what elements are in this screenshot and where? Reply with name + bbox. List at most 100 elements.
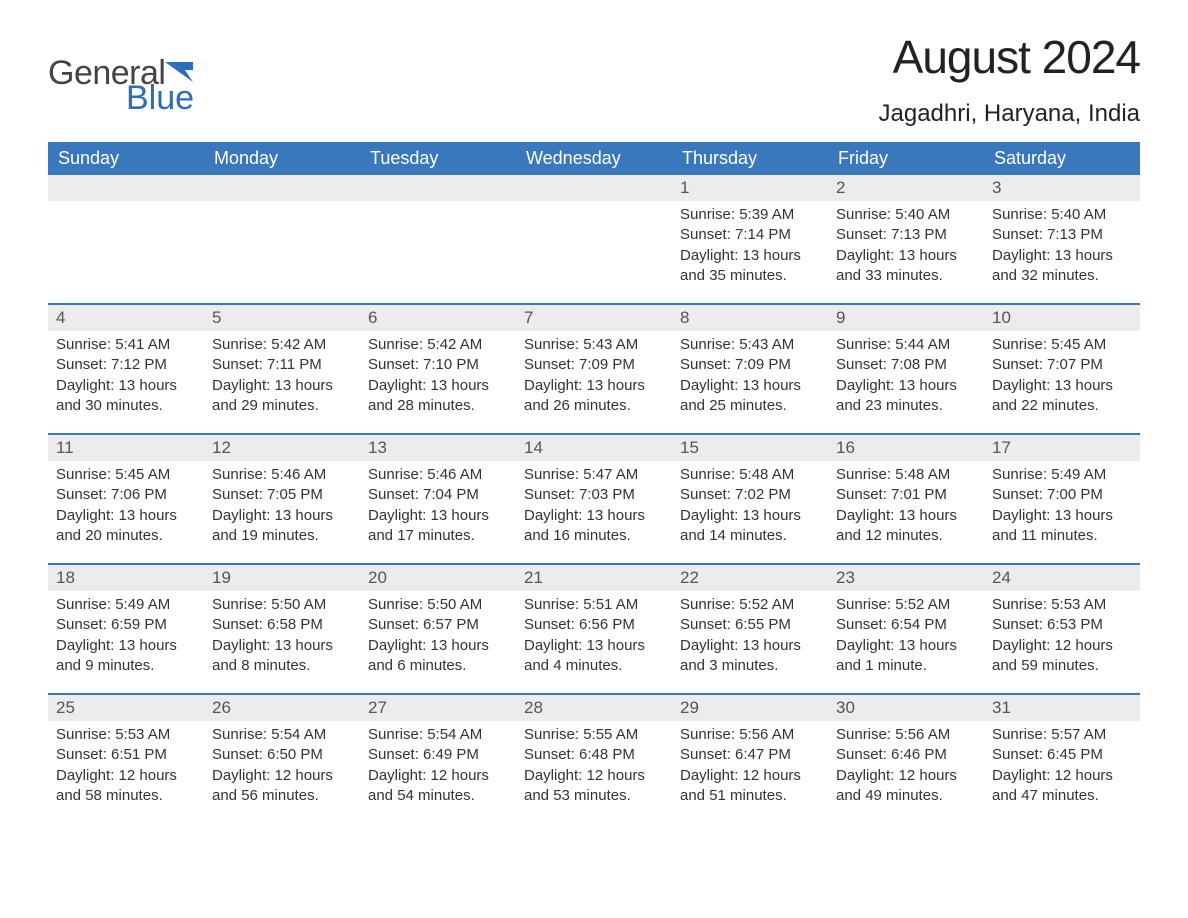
day-cell: 1Sunrise: 5:39 AMSunset: 7:14 PMDaylight… (672, 175, 828, 303)
day-cell (204, 175, 360, 303)
sunset-line: Sunset: 6:53 PM (992, 615, 1132, 635)
day-body: Sunrise: 5:49 AMSunset: 7:00 PMDaylight:… (984, 461, 1140, 552)
sunset-line: Sunset: 7:04 PM (368, 485, 508, 505)
day-cell: 13Sunrise: 5:46 AMSunset: 7:04 PMDayligh… (360, 435, 516, 563)
sunset-line: Sunset: 7:13 PM (836, 225, 976, 245)
day-number: 7 (516, 305, 672, 331)
day-number: 5 (204, 305, 360, 331)
daylight-line: Daylight: 13 hours and 22 minutes. (992, 376, 1132, 417)
day-number: 15 (672, 435, 828, 461)
sunset-line: Sunset: 6:51 PM (56, 745, 196, 765)
empty-day-bar (204, 175, 360, 201)
day-body: Sunrise: 5:48 AMSunset: 7:01 PMDaylight:… (828, 461, 984, 552)
sunset-line: Sunset: 6:57 PM (368, 615, 508, 635)
sunrise-line: Sunrise: 5:44 AM (836, 335, 976, 355)
sunrise-line: Sunrise: 5:48 AM (680, 465, 820, 485)
dow-cell: Saturday (984, 142, 1140, 175)
day-cell (516, 175, 672, 303)
sunrise-line: Sunrise: 5:54 AM (368, 725, 508, 745)
daylight-line: Daylight: 13 hours and 4 minutes. (524, 636, 664, 677)
day-body: Sunrise: 5:41 AMSunset: 7:12 PMDaylight:… (48, 331, 204, 422)
daylight-line: Daylight: 13 hours and 16 minutes. (524, 506, 664, 547)
empty-day-bar (360, 175, 516, 201)
daylight-line: Daylight: 13 hours and 30 minutes. (56, 376, 196, 417)
daylight-line: Daylight: 13 hours and 19 minutes. (212, 506, 352, 547)
day-cell: 21Sunrise: 5:51 AMSunset: 6:56 PMDayligh… (516, 565, 672, 693)
sunset-line: Sunset: 7:07 PM (992, 355, 1132, 375)
day-cell: 19Sunrise: 5:50 AMSunset: 6:58 PMDayligh… (204, 565, 360, 693)
daylight-line: Daylight: 13 hours and 35 minutes. (680, 246, 820, 287)
day-body: Sunrise: 5:56 AMSunset: 6:47 PMDaylight:… (672, 721, 828, 812)
sunrise-line: Sunrise: 5:42 AM (368, 335, 508, 355)
sunrise-line: Sunrise: 5:56 AM (836, 725, 976, 745)
month-title: August 2024 (879, 30, 1141, 84)
day-body: Sunrise: 5:39 AMSunset: 7:14 PMDaylight:… (672, 201, 828, 292)
day-number: 26 (204, 695, 360, 721)
day-number: 10 (984, 305, 1140, 331)
day-cell: 25Sunrise: 5:53 AMSunset: 6:51 PMDayligh… (48, 695, 204, 823)
day-number: 18 (48, 565, 204, 591)
day-body: Sunrise: 5:55 AMSunset: 6:48 PMDaylight:… (516, 721, 672, 812)
day-number: 12 (204, 435, 360, 461)
sunset-line: Sunset: 7:14 PM (680, 225, 820, 245)
day-cell: 5Sunrise: 5:42 AMSunset: 7:11 PMDaylight… (204, 305, 360, 433)
sunset-line: Sunset: 6:54 PM (836, 615, 976, 635)
day-body: Sunrise: 5:53 AMSunset: 6:51 PMDaylight:… (48, 721, 204, 812)
day-number: 4 (48, 305, 204, 331)
day-number: 14 (516, 435, 672, 461)
sunset-line: Sunset: 7:13 PM (992, 225, 1132, 245)
daylight-line: Daylight: 13 hours and 11 minutes. (992, 506, 1132, 547)
dow-cell: Thursday (672, 142, 828, 175)
dow-cell: Tuesday (360, 142, 516, 175)
sunrise-line: Sunrise: 5:48 AM (836, 465, 976, 485)
day-cell: 27Sunrise: 5:54 AMSunset: 6:49 PMDayligh… (360, 695, 516, 823)
sunset-line: Sunset: 7:08 PM (836, 355, 976, 375)
day-body: Sunrise: 5:40 AMSunset: 7:13 PMDaylight:… (984, 201, 1140, 292)
day-number: 25 (48, 695, 204, 721)
daylight-line: Daylight: 13 hours and 6 minutes. (368, 636, 508, 677)
empty-day-bar (48, 175, 204, 201)
daylight-line: Daylight: 12 hours and 47 minutes. (992, 766, 1132, 807)
sunrise-line: Sunrise: 5:39 AM (680, 205, 820, 225)
day-number: 19 (204, 565, 360, 591)
sunset-line: Sunset: 7:00 PM (992, 485, 1132, 505)
day-body: Sunrise: 5:54 AMSunset: 6:50 PMDaylight:… (204, 721, 360, 812)
day-number: 23 (828, 565, 984, 591)
sunrise-line: Sunrise: 5:49 AM (992, 465, 1132, 485)
page-header: General Blue August 2024 Jagadhri, Harya… (48, 30, 1140, 128)
sunrise-line: Sunrise: 5:40 AM (836, 205, 976, 225)
logo-text-blue: Blue (126, 83, 194, 114)
sunrise-line: Sunrise: 5:50 AM (368, 595, 508, 615)
day-cell (48, 175, 204, 303)
daylight-line: Daylight: 12 hours and 53 minutes. (524, 766, 664, 807)
day-cell: 22Sunrise: 5:52 AMSunset: 6:55 PMDayligh… (672, 565, 828, 693)
sunset-line: Sunset: 6:47 PM (680, 745, 820, 765)
day-cell: 14Sunrise: 5:47 AMSunset: 7:03 PMDayligh… (516, 435, 672, 563)
day-cell: 6Sunrise: 5:42 AMSunset: 7:10 PMDaylight… (360, 305, 516, 433)
sunrise-line: Sunrise: 5:56 AM (680, 725, 820, 745)
day-cell: 10Sunrise: 5:45 AMSunset: 7:07 PMDayligh… (984, 305, 1140, 433)
sunrise-line: Sunrise: 5:53 AM (992, 595, 1132, 615)
sunset-line: Sunset: 6:50 PM (212, 745, 352, 765)
day-body: Sunrise: 5:56 AMSunset: 6:46 PMDaylight:… (828, 721, 984, 812)
day-cell: 3Sunrise: 5:40 AMSunset: 7:13 PMDaylight… (984, 175, 1140, 303)
sunset-line: Sunset: 7:02 PM (680, 485, 820, 505)
sunset-line: Sunset: 6:49 PM (368, 745, 508, 765)
day-number: 27 (360, 695, 516, 721)
week-row: 4Sunrise: 5:41 AMSunset: 7:12 PMDaylight… (48, 303, 1140, 433)
day-cell: 18Sunrise: 5:49 AMSunset: 6:59 PMDayligh… (48, 565, 204, 693)
sunset-line: Sunset: 6:46 PM (836, 745, 976, 765)
day-cell: 24Sunrise: 5:53 AMSunset: 6:53 PMDayligh… (984, 565, 1140, 693)
day-body: Sunrise: 5:45 AMSunset: 7:07 PMDaylight:… (984, 331, 1140, 422)
day-number: 31 (984, 695, 1140, 721)
day-cell: 23Sunrise: 5:52 AMSunset: 6:54 PMDayligh… (828, 565, 984, 693)
day-cell: 2Sunrise: 5:40 AMSunset: 7:13 PMDaylight… (828, 175, 984, 303)
sunrise-line: Sunrise: 5:43 AM (524, 335, 664, 355)
day-number: 9 (828, 305, 984, 331)
day-cell: 15Sunrise: 5:48 AMSunset: 7:02 PMDayligh… (672, 435, 828, 563)
sunset-line: Sunset: 6:58 PM (212, 615, 352, 635)
daylight-line: Daylight: 12 hours and 58 minutes. (56, 766, 196, 807)
sunrise-line: Sunrise: 5:45 AM (56, 465, 196, 485)
day-cell: 29Sunrise: 5:56 AMSunset: 6:47 PMDayligh… (672, 695, 828, 823)
day-body: Sunrise: 5:52 AMSunset: 6:54 PMDaylight:… (828, 591, 984, 682)
